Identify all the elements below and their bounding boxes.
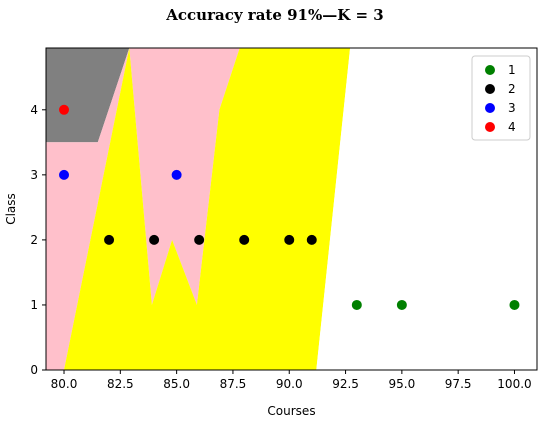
- y-tick-label: 2: [30, 233, 38, 247]
- point-class-2: [284, 234, 295, 245]
- legend-box: [471, 55, 531, 141]
- x-tick-label: 82.5: [107, 377, 134, 391]
- point-class-1: [509, 299, 520, 310]
- x-tick-label: 85.0: [163, 377, 190, 391]
- legend-label: 2: [508, 82, 516, 96]
- y-axis-label: Class: [4, 193, 18, 225]
- x-tick-label: 80.0: [51, 377, 78, 391]
- point-class-2: [104, 234, 115, 245]
- point-class-2: [306, 234, 317, 245]
- legend-label: 4: [508, 120, 516, 134]
- legend: 1 2 3 4: [471, 55, 531, 141]
- y-tick-label: 4: [30, 103, 38, 117]
- legend-label: 1: [508, 63, 516, 77]
- x-tick-label: 87.5: [220, 377, 247, 391]
- legend-marker: [485, 103, 495, 113]
- point-class-2: [239, 234, 250, 245]
- x-tick-label: 97.5: [445, 377, 472, 391]
- point-class-2: [194, 234, 205, 245]
- legend-label: 3: [508, 101, 516, 115]
- point-class-2: [149, 234, 160, 245]
- chart-title: Accuracy rate 91%—K = 3: [166, 6, 384, 24]
- x-tick-label: 92.5: [332, 377, 359, 391]
- region-class-3: [46, 48, 240, 370]
- y-tick-label: 1: [30, 298, 38, 312]
- x-tick-label: 95.0: [389, 377, 416, 391]
- legend-marker: [485, 65, 495, 75]
- region-class-2: [64, 48, 351, 370]
- y-tick-label: 3: [30, 168, 38, 182]
- x-axis-label: Courses: [267, 404, 315, 418]
- legend-marker: [485, 122, 495, 132]
- point-class-3: [171, 169, 182, 180]
- point-class-4: [59, 104, 70, 115]
- data-points: [59, 104, 520, 310]
- y-axis: 0 1 2 3 4: [30, 103, 46, 377]
- x-tick-label: 90.0: [276, 377, 303, 391]
- point-class-3: [59, 169, 70, 180]
- region-class-4: [46, 48, 130, 143]
- y-tick-label: 0: [30, 363, 38, 377]
- point-class-1: [351, 299, 362, 310]
- legend-marker: [485, 84, 495, 94]
- x-tick-label: 100.0: [497, 377, 531, 391]
- decision-regions: [46, 48, 537, 370]
- x-axis: 80.0 82.5 85.0 87.5 90.0 92.5 95.0 97.5 100.0: [51, 370, 532, 391]
- point-class-1: [396, 299, 407, 310]
- plot-frame: [45, 47, 538, 371]
